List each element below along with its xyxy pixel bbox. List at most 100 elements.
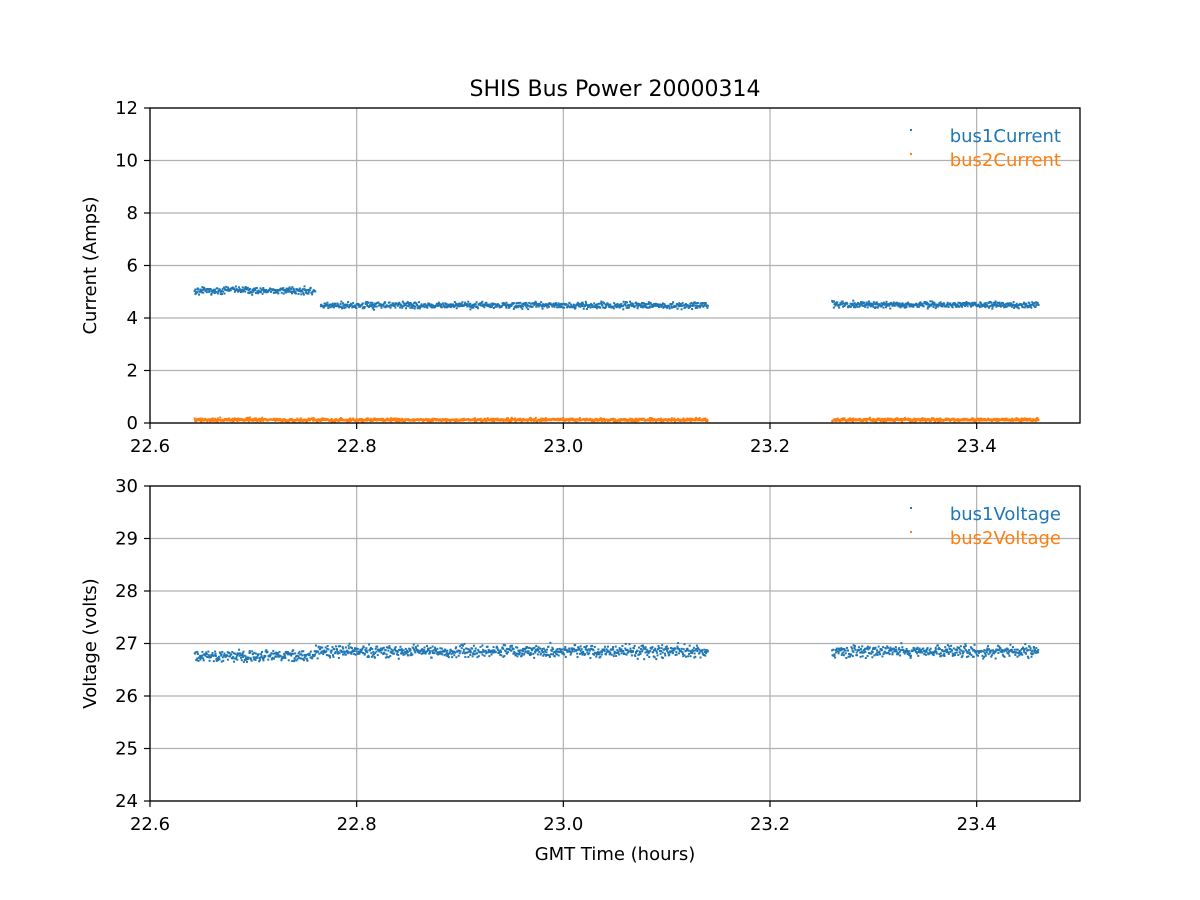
data-point: [537, 305, 540, 308]
data-point: [889, 646, 892, 649]
data-point: [541, 305, 544, 308]
data-point: [961, 652, 964, 655]
data-point: [520, 418, 523, 421]
data-point: [533, 646, 536, 649]
data-point: [551, 646, 554, 649]
data-point: [984, 652, 987, 655]
data-point: [478, 651, 481, 654]
data-point: [552, 651, 555, 654]
data-point: [499, 649, 502, 652]
data-point: [642, 646, 645, 649]
data-point: [516, 646, 519, 649]
data-point: [265, 649, 268, 652]
data-point: [925, 303, 928, 306]
data-point: [878, 417, 881, 420]
data-point: [217, 659, 220, 662]
legend-label: bus1Voltage: [950, 504, 1061, 525]
data-point: [970, 419, 973, 422]
data-point: [1035, 419, 1038, 422]
data-point: [552, 653, 555, 656]
data-point: [578, 419, 581, 422]
data-point: [854, 648, 857, 651]
data-point: [893, 304, 896, 307]
data-point: [924, 301, 927, 304]
data-point: [629, 417, 632, 420]
data-point: [413, 648, 416, 651]
data-point: [889, 307, 892, 310]
data-point: [337, 645, 340, 648]
data-point: [851, 302, 854, 305]
data-point: [373, 656, 376, 659]
data-point: [648, 306, 651, 309]
data-point: [412, 643, 415, 646]
data-point: [922, 647, 925, 650]
data-point: [448, 304, 451, 307]
data-point: [882, 646, 885, 649]
data-point: [274, 291, 277, 294]
data-point: [317, 650, 320, 653]
data-point: [704, 301, 707, 304]
data-point: [693, 652, 696, 655]
data-point: [452, 651, 455, 654]
data-point: [949, 648, 952, 651]
data-point: [198, 419, 201, 422]
data-point: [1030, 303, 1033, 306]
data-point: [920, 649, 923, 652]
data-point: [963, 645, 966, 648]
data-point: [503, 302, 506, 305]
data-point: [690, 650, 693, 653]
data-point: [347, 644, 350, 647]
data-point: [353, 649, 356, 652]
data-point: [904, 304, 907, 307]
data-point: [630, 654, 633, 657]
data-point: [1023, 649, 1026, 652]
data-point: [506, 417, 509, 420]
data-point: [339, 303, 342, 306]
data-point: [865, 420, 868, 423]
data-point: [983, 649, 986, 652]
data-point: [846, 419, 849, 422]
data-point: [311, 657, 314, 660]
data-point: [1007, 419, 1010, 422]
data-point: [367, 301, 370, 304]
data-point: [987, 648, 990, 651]
data-point: [931, 417, 934, 420]
data-point: [653, 649, 656, 652]
data-point: [576, 652, 579, 655]
data-point: [493, 420, 496, 423]
data-point: [919, 651, 922, 654]
data-point: [867, 304, 870, 307]
data-point: [505, 301, 508, 304]
data-point: [1021, 417, 1024, 420]
data-point: [528, 301, 531, 304]
data-point: [205, 288, 208, 291]
data-point: [296, 658, 299, 661]
data-point: [696, 649, 699, 652]
data-point: [862, 651, 865, 654]
data-point: [613, 302, 616, 305]
data-point: [240, 659, 243, 662]
data-point: [862, 419, 865, 422]
data-point: [681, 651, 684, 654]
data-point: [297, 652, 300, 655]
data-point: [556, 653, 559, 656]
data-point: [625, 301, 628, 304]
data-point: [673, 420, 676, 423]
data-point: [292, 652, 295, 655]
legend-marker: [910, 153, 912, 155]
data-point: [584, 646, 587, 649]
data-point: [474, 649, 477, 652]
data-point: [420, 303, 423, 306]
data-point: [329, 306, 332, 309]
voltage-y-tick-label: 30: [115, 476, 138, 497]
data-point: [501, 646, 504, 649]
data-point: [512, 652, 515, 655]
data-point: [925, 419, 928, 422]
data-point: [371, 647, 374, 650]
data-point: [278, 655, 281, 658]
data-point: [1037, 418, 1040, 421]
data-point: [673, 649, 676, 652]
data-point: [433, 651, 436, 654]
data-point: [981, 654, 984, 657]
